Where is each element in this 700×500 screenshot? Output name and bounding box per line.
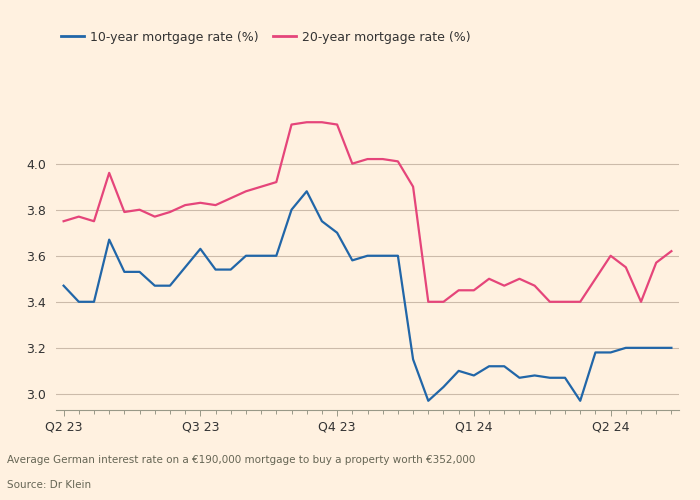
Text: Source: Dr Klein: Source: Dr Klein: [7, 480, 91, 490]
Text: Average German interest rate on a €190,000 mortgage to buy a property worth €352: Average German interest rate on a €190,0…: [7, 455, 475, 465]
Legend: 10-year mortgage rate (%), 20-year mortgage rate (%): 10-year mortgage rate (%), 20-year mortg…: [56, 26, 476, 49]
